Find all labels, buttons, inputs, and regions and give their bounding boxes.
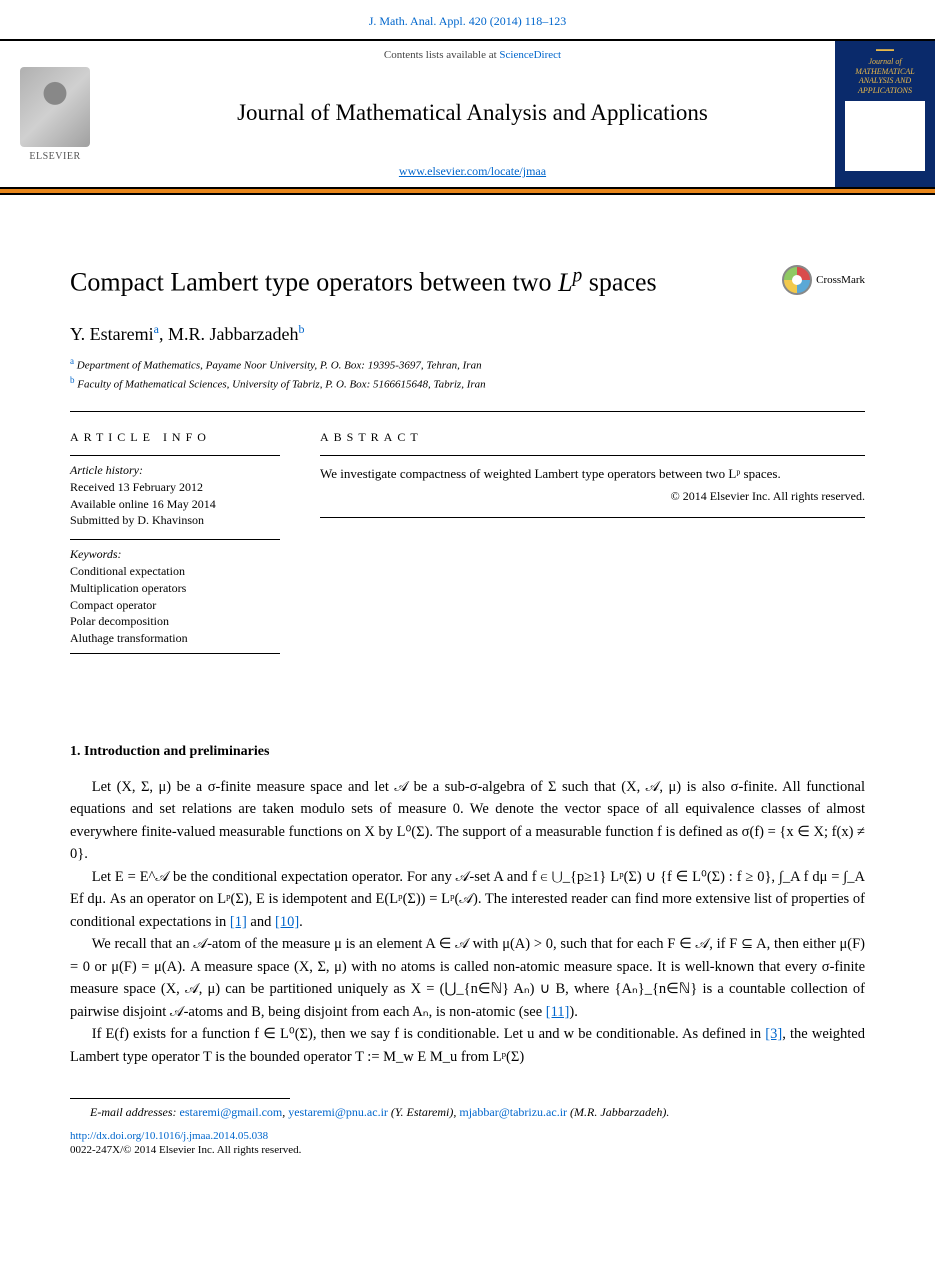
para-3-end: ). xyxy=(569,1004,577,1020)
journal-cover-thumb: ▬▬▬ Journal of MATHEMATICAL ANALYSIS AND… xyxy=(835,41,935,187)
history-submitted: Submitted by D. Khavinson xyxy=(70,512,280,529)
citation-header: J. Math. Anal. Appl. 420 (2014) 118–123 xyxy=(0,0,935,39)
keyword-4: Polar decomposition xyxy=(70,613,280,630)
abstract-text: We investigate compactness of weighted L… xyxy=(320,455,865,519)
email-3-who: (M.R. Jabbarzadeh). xyxy=(567,1105,669,1119)
journal-thumb-title: Journal of MATHEMATICAL ANALYSIS AND APP… xyxy=(841,57,929,95)
author-1-sup[interactable]: a xyxy=(154,322,159,336)
email-3[interactable]: mjabbar@tabrizu.ac.ir xyxy=(459,1105,567,1119)
para-2-mid: and xyxy=(247,914,275,930)
email-1[interactable]: estaremi@gmail.com xyxy=(180,1105,283,1119)
para-4: If E(f) exists for a function f ∈ L⁰(Σ),… xyxy=(70,1023,865,1068)
masthead-orange-bar xyxy=(0,189,935,195)
article-info-label: article info xyxy=(70,430,280,445)
paper-title: Compact Lambert type operators between t… xyxy=(70,265,657,298)
keyword-1: Conditional expectation xyxy=(70,563,280,580)
abstract-copyright: © 2014 Elsevier Inc. All rights reserved… xyxy=(320,487,865,505)
email-2-who: (Y. Estaremi), xyxy=(388,1105,459,1119)
email-label: E-mail addresses: xyxy=(90,1105,180,1119)
title-post: spaces xyxy=(582,268,656,297)
abstract-body: We investigate compactness of weighted L… xyxy=(320,466,781,481)
para-2: Let E = E^𝒜 be the conditional expectati… xyxy=(70,866,865,933)
keyword-3: Compact operator xyxy=(70,597,280,614)
history-received: Received 13 February 2012 xyxy=(70,479,280,496)
sciencedirect-link[interactable]: ScienceDirect xyxy=(499,49,561,61)
author-2-sup[interactable]: b xyxy=(298,322,304,336)
abstract-label: abstract xyxy=(320,430,865,445)
ref-10-link[interactable]: [10] xyxy=(275,914,299,930)
keywords-block: Keywords: Conditional expectation Multip… xyxy=(70,539,280,654)
contents-line: Contents lists available at ScienceDirec… xyxy=(384,49,561,61)
para-1: Let (X, Σ, μ) be a σ-finite measure spac… xyxy=(70,776,865,866)
journal-thumb-cover xyxy=(845,101,925,171)
masthead: ELSEVIER Contents lists available at Sci… xyxy=(0,39,935,189)
doi-line: http://dx.doi.org/10.1016/j.jmaa.2014.05… xyxy=(70,1130,865,1142)
elsevier-word: ELSEVIER xyxy=(29,151,80,162)
keyword-5: Aluthage transformation xyxy=(70,630,280,647)
para-2-end: . xyxy=(299,914,303,930)
para-2-a: Let E = E^𝒜 be the conditional expectati… xyxy=(70,869,865,930)
authors-line: Y. Estaremia, M.R. Jabbarzadehb xyxy=(70,322,865,345)
author-2: M.R. Jabbarzadeh xyxy=(168,324,298,344)
footer-copyright: 0022-247X/© 2014 Elsevier Inc. All right… xyxy=(70,1144,865,1176)
elsevier-logo: ELSEVIER xyxy=(0,41,110,187)
crossmark-badge[interactable]: CrossMark xyxy=(782,265,865,295)
doi-link[interactable]: http://dx.doi.org/10.1016/j.jmaa.2014.05… xyxy=(70,1130,268,1142)
keyword-2: Multiplication operators xyxy=(70,580,280,597)
ref-3-link[interactable]: [3] xyxy=(765,1026,782,1042)
article-history: Article history: Received 13 February 20… xyxy=(70,455,280,529)
section-1-body: Let (X, Σ, μ) be a σ-finite measure spac… xyxy=(70,776,865,1068)
ref-1-link[interactable]: [1] xyxy=(230,914,247,930)
masthead-center: Contents lists available at ScienceDirec… xyxy=(110,41,835,187)
journal-url-link[interactable]: www.elsevier.com/locate/jmaa xyxy=(399,164,546,179)
para-3: We recall that an 𝒜-atom of the measure … xyxy=(70,933,865,1023)
footer-separator xyxy=(70,1098,290,1099)
aff-a-text: Department of Mathematics, Payame Noor U… xyxy=(77,359,482,371)
para-4-a: If E(f) exists for a function f ∈ L⁰(Σ),… xyxy=(92,1026,766,1042)
affiliations: a Department of Mathematics, Payame Noor… xyxy=(70,355,865,393)
section-1-heading: 1. Introduction and preliminaries xyxy=(70,744,865,760)
ref-11-link[interactable]: [11] xyxy=(546,1004,570,1020)
divider xyxy=(70,411,865,412)
elsevier-tree-icon xyxy=(20,67,90,147)
history-label: Article history: xyxy=(70,462,280,479)
para-3-a: We recall that an 𝒜-atom of the measure … xyxy=(70,936,865,1019)
author-1: Y. Estaremi xyxy=(70,324,154,344)
title-pre: Compact Lambert type operators between t… xyxy=(70,268,558,297)
contents-prefix: Contents lists available at xyxy=(384,49,499,61)
email-line: E-mail addresses: estaremi@gmail.com, ye… xyxy=(70,1105,865,1120)
aff-a-sup: a xyxy=(70,356,74,366)
crossmark-icon xyxy=(782,265,812,295)
history-online: Available online 16 May 2014 xyxy=(70,496,280,513)
aff-b-sup: b xyxy=(70,375,75,385)
journal-title: Journal of Mathematical Analysis and App… xyxy=(237,100,708,126)
keywords-label: Keywords: xyxy=(70,546,280,563)
email-2[interactable]: yestaremi@pnu.ac.ir xyxy=(288,1105,388,1119)
crossmark-label: CrossMark xyxy=(816,274,865,286)
aff-b-text: Faculty of Mathematical Sciences, Univer… xyxy=(77,378,485,390)
